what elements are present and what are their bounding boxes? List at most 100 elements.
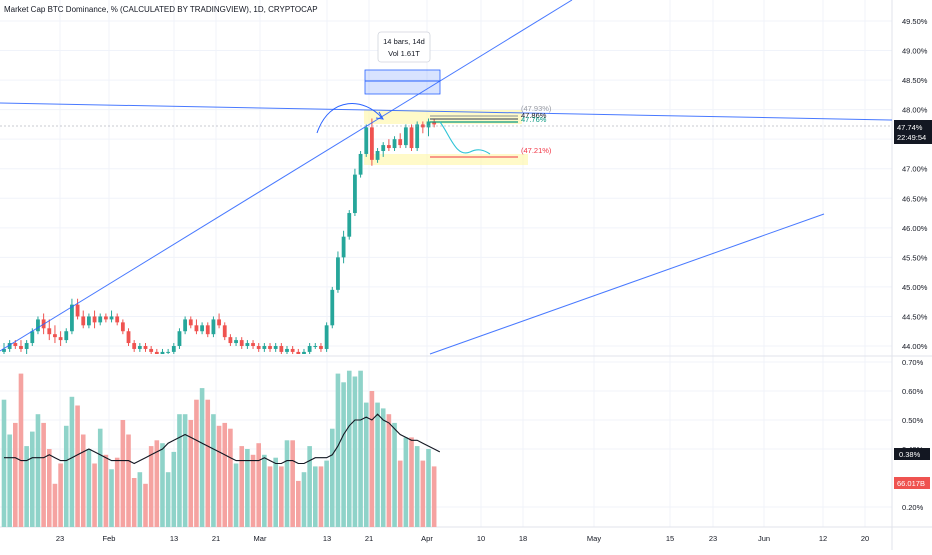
volume-bar	[86, 449, 92, 527]
volume-bar	[228, 428, 233, 527]
volume-bar	[426, 449, 431, 527]
price-tick-label: 44.00%	[902, 342, 928, 351]
time-tick-label: 23	[709, 534, 717, 543]
rising-trendline[interactable]	[0, 0, 573, 352]
volume-bar	[290, 440, 295, 527]
candle-body	[217, 319, 221, 326]
volume-bar	[182, 414, 188, 527]
volume-bar	[409, 437, 414, 527]
volume-bar	[13, 422, 18, 527]
annotation-zones[interactable]	[364, 69, 528, 165]
candle-body	[132, 343, 137, 349]
candle-body	[30, 331, 35, 344]
volume-bar	[69, 396, 75, 527]
volume-bar	[262, 454, 267, 527]
candle-body	[103, 316, 108, 320]
volume-bar	[30, 431, 35, 527]
candle-body	[205, 325, 210, 335]
price-tick-label: 49.00%	[902, 47, 928, 56]
volume-value-label: 66.017B	[897, 479, 925, 488]
candle-body	[268, 346, 272, 349]
candle-body	[160, 351, 165, 354]
price-tick-label: 47.00%	[902, 165, 928, 174]
volume-bar	[380, 408, 386, 527]
measure-line1: 14 bars, 14d	[383, 37, 425, 46]
candle-body	[386, 145, 391, 149]
candle-body	[364, 127, 369, 154]
measure-tooltip: 14 bars, 14d Vol 1.61T	[377, 31, 431, 63]
volume-bar	[239, 446, 245, 527]
level-mid-label: 47.86%	[521, 111, 547, 120]
time-tick-label: 12	[819, 534, 827, 543]
candle-body	[415, 124, 420, 149]
drawn-curves[interactable]	[316, 103, 491, 155]
volume-bar	[58, 463, 63, 527]
candle-body	[194, 325, 199, 332]
arc-curve[interactable]	[316, 103, 383, 134]
time-axis[interactable]: 23 Feb 13 21 Mar 13 21 Apr 10 18 May 15 23 Jun 12 20	[56, 534, 869, 543]
volume-bar	[313, 466, 318, 527]
resistance-zone-upper[interactable]	[364, 110, 522, 124]
level-green-label: 47.76%	[521, 115, 547, 124]
candle-body	[222, 325, 227, 338]
volume-tick-label: 0.60%	[902, 387, 924, 396]
grid	[0, 0, 892, 527]
volume-bar	[52, 483, 58, 527]
price-scale[interactable]: 49.50%49.00%48.50%48.00%47.50%47.00%46.5…	[902, 17, 928, 351]
support-zone-lower[interactable]	[364, 154, 528, 165]
candle-body	[137, 346, 142, 349]
volume-bar	[211, 414, 216, 527]
countdown-label: 22:49:54	[897, 133, 926, 142]
candle-body	[234, 340, 238, 344]
volume-bar	[301, 472, 307, 527]
volume-bar	[148, 446, 154, 527]
descending-trendline[interactable]	[0, 102, 893, 121]
volume-bar	[369, 391, 375, 527]
price-tick-label: 48.00%	[902, 106, 928, 115]
candle-body	[166, 351, 171, 353]
volume-bar	[222, 422, 228, 527]
volume-bar	[245, 449, 250, 527]
candle-body	[47, 328, 52, 335]
candle-body	[81, 316, 86, 326]
level-lines[interactable]	[0, 115, 892, 158]
candle-body	[358, 153, 363, 175]
candle-body	[98, 316, 103, 323]
candle-body	[64, 331, 69, 341]
level-labels: (47.93%) 47.86% 47.76% (47.21%)	[521, 104, 552, 155]
time-tick-label: 18	[519, 534, 527, 543]
candle-body	[381, 145, 386, 151]
candle-body	[228, 337, 233, 344]
price-tick-label: 44.50%	[902, 312, 928, 321]
volume-ma-badge: 0.38%	[894, 448, 930, 460]
price-tick-label: 48.50%	[902, 76, 928, 85]
volume-bar	[63, 425, 69, 527]
lower-channel-trendline[interactable]	[429, 213, 825, 355]
volume-bar	[307, 446, 312, 527]
volume-bar	[114, 457, 120, 527]
candle-body	[115, 316, 120, 323]
candle-body	[2, 348, 6, 352]
measure-box[interactable]	[364, 69, 441, 95]
volume-bar	[256, 443, 261, 527]
trendlines[interactable]	[0, 0, 893, 355]
volume-bar	[414, 446, 420, 527]
price-tick-label: 46.00%	[902, 224, 928, 233]
candle-body	[200, 325, 204, 332]
candle-body	[330, 289, 335, 326]
volume-bar	[24, 446, 29, 527]
candle-body	[302, 351, 306, 354]
time-tick-label: 21	[365, 534, 373, 543]
time-tick-label: Feb	[103, 534, 116, 543]
time-tick-label: Mar	[254, 534, 267, 543]
volume-bar	[41, 422, 46, 527]
volume-bar	[137, 472, 143, 527]
time-tick-label: 13	[170, 534, 178, 543]
candle-body	[290, 348, 295, 352]
projection-curve[interactable]	[439, 121, 491, 155]
volume-bar	[199, 388, 205, 527]
current-price-badge: 47.74% 22:49:54	[894, 120, 932, 144]
candle-body	[336, 257, 340, 290]
